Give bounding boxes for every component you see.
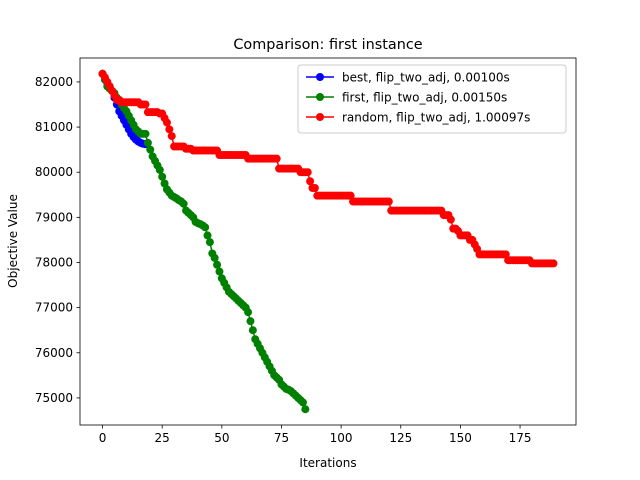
legend-label: random, flip_two_adj, 1.00097s <box>342 111 530 125</box>
y-tick-label: 79000 <box>35 210 73 224</box>
marker <box>162 118 171 127</box>
x-tick-label: 75 <box>274 431 289 445</box>
series <box>98 69 310 414</box>
marker <box>167 132 176 141</box>
marker <box>384 197 393 206</box>
marker <box>201 223 210 232</box>
y-axis-label: Objective Value <box>6 194 20 288</box>
x-tick-label: 150 <box>449 431 472 445</box>
marker <box>205 238 214 247</box>
legend-marker <box>316 113 324 121</box>
marker <box>155 165 164 174</box>
marker <box>549 259 558 268</box>
x-tick-label: 25 <box>155 431 170 445</box>
marker <box>303 168 312 177</box>
marker <box>203 231 212 240</box>
marker <box>179 199 188 208</box>
legend-marker <box>316 93 324 101</box>
series <box>98 69 558 268</box>
y-tick-label: 75000 <box>35 391 73 405</box>
marker <box>215 267 224 276</box>
y-tick-label: 77000 <box>35 301 73 315</box>
x-axis-label: Iterations <box>299 456 356 470</box>
x-tick-label: 125 <box>389 431 412 445</box>
y-tick-label: 82000 <box>35 75 73 89</box>
marker <box>301 405 310 414</box>
marker <box>165 125 174 134</box>
x-tick-label: 175 <box>509 431 532 445</box>
marker <box>446 215 455 224</box>
marker <box>141 100 150 109</box>
marker <box>146 145 155 154</box>
y-tick-label: 78000 <box>35 255 73 269</box>
x-tick-label: 0 <box>99 431 107 445</box>
marker <box>246 317 255 326</box>
legend-marker <box>316 73 324 81</box>
y-tick-label: 81000 <box>35 120 73 134</box>
legend: best, flip_two_adj, 0.00100s first, flip_… <box>297 64 567 134</box>
marker <box>141 129 150 138</box>
marker <box>306 177 315 186</box>
x-tick-label: 100 <box>330 431 353 445</box>
marker <box>298 398 307 407</box>
x-tick-label: 50 <box>214 431 229 445</box>
marker <box>213 260 222 269</box>
marker <box>210 253 219 262</box>
y-tick-label: 80000 <box>35 165 73 179</box>
marker <box>248 326 257 335</box>
marker <box>143 138 152 147</box>
marker <box>244 308 253 317</box>
chart-title: Comparison: first instance <box>233 37 422 53</box>
marker <box>310 184 319 193</box>
y-tick-label: 76000 <box>35 346 73 360</box>
legend-label: best, flip_two_adj, 0.00100s <box>342 71 510 85</box>
plot-frame <box>79 57 577 426</box>
marker <box>272 154 281 163</box>
marker <box>158 172 167 181</box>
legend-label: first, flip_two_adj, 0.00150s <box>342 91 507 105</box>
legend-box <box>297 64 567 134</box>
